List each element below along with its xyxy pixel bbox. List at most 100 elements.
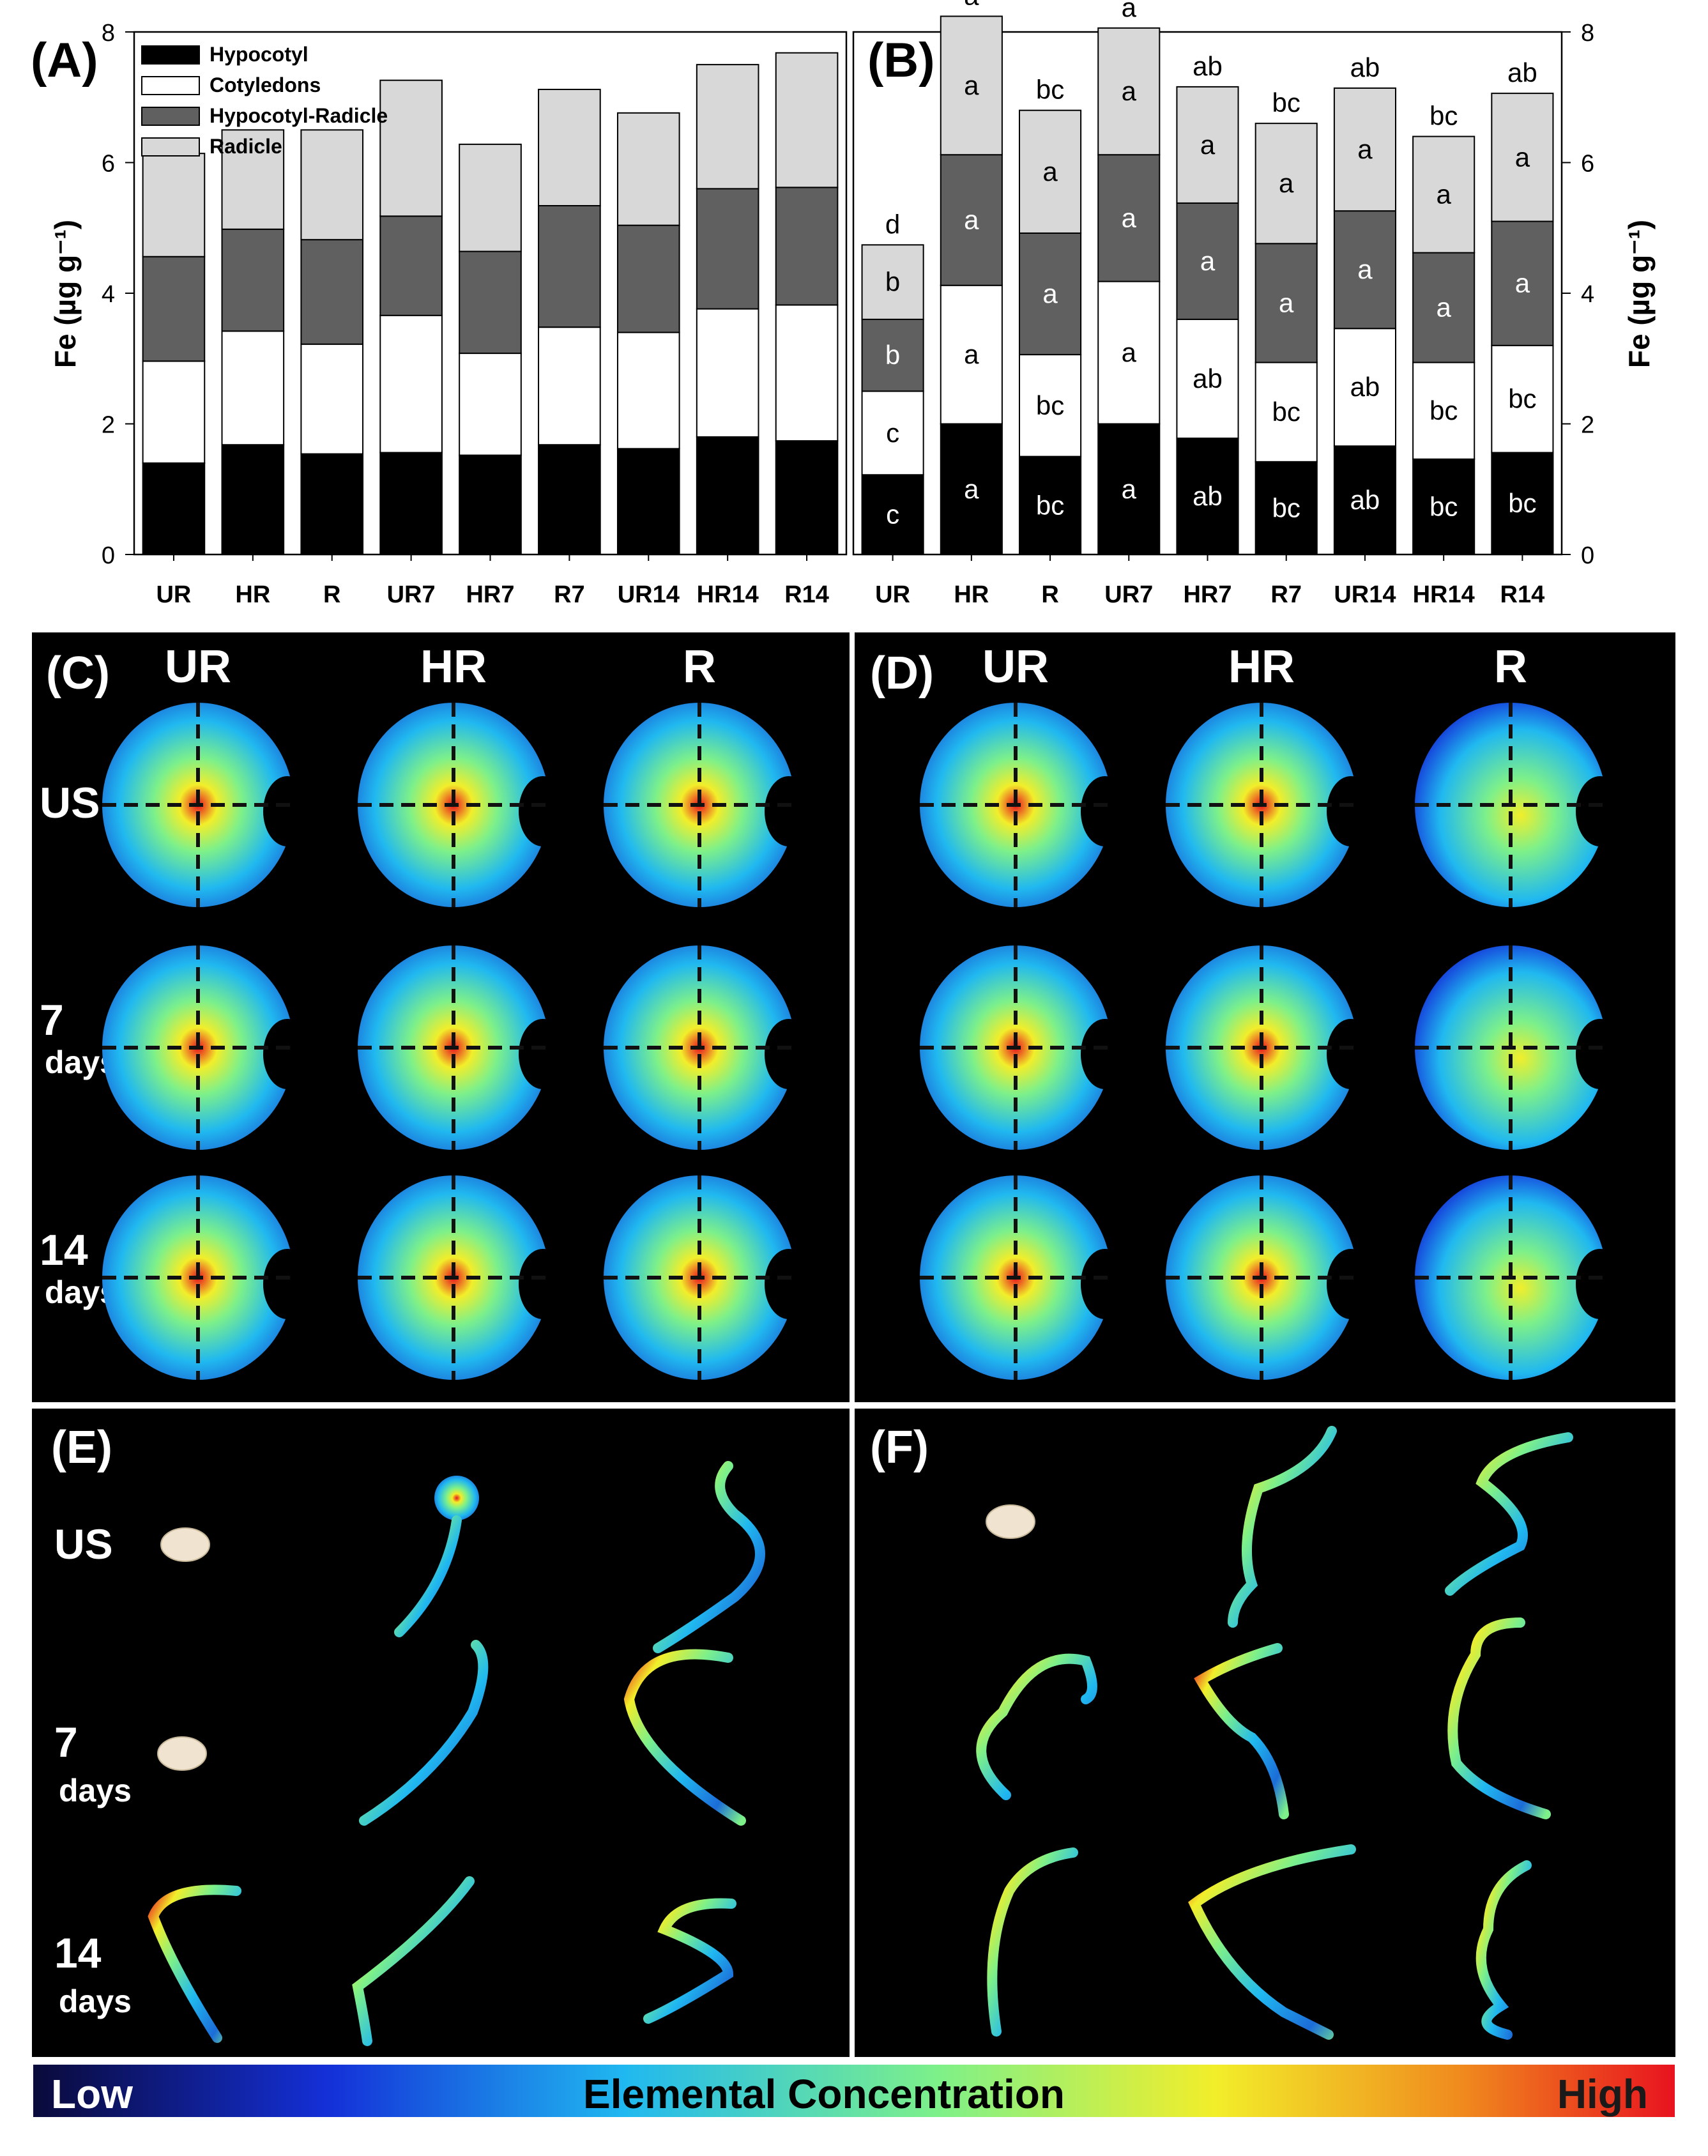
bar-radicle-r7 — [538, 88, 601, 206]
bar-label: a — [1122, 474, 1137, 504]
legend-label: Cotyledons — [210, 73, 321, 96]
bar-label: a — [1200, 246, 1216, 276]
x-tick-label: R7 — [1270, 581, 1302, 608]
bar-cotyledons-hr14 — [696, 308, 759, 438]
bar-hypocotyl-r — [300, 453, 364, 555]
bar-radicle-r14 — [1491, 93, 1554, 222]
root-profile — [394, 1515, 462, 1637]
seed-hilum-notch — [1081, 776, 1129, 846]
root-row-label: days — [59, 1773, 132, 1808]
root-profile — [1188, 1844, 1356, 2040]
bar-label: bc — [1272, 493, 1300, 523]
bar-radicle-hr — [940, 15, 1003, 156]
panel-e-roots: US 7 days 14 days — [54, 1461, 765, 2046]
root-profile — [1447, 1617, 1551, 1819]
bar-hypocotyl-ur7 — [379, 452, 443, 555]
bar-label: ab — [1350, 372, 1380, 402]
significance-label: a — [1122, 0, 1137, 22]
root-profile — [1228, 1426, 1337, 1628]
bar-hypocotyl-r — [1018, 455, 1082, 555]
bar-label: a — [1122, 203, 1137, 233]
bar-hypocotyl-radicle-r — [300, 239, 364, 345]
bar-label: ab — [1350, 485, 1380, 515]
seed-hilum-notch — [519, 776, 567, 846]
bar-radicle-r — [1018, 109, 1082, 234]
bar-hypocotyl-radicle-hr — [221, 228, 285, 332]
map-column-label: UR — [165, 641, 231, 692]
y-tick-label: 4 — [1581, 281, 1594, 308]
bar-cotyledons-r7 — [538, 326, 601, 446]
panel-d-maps: UR HR R — [920, 641, 1624, 1380]
root-profile — [359, 1640, 489, 1826]
bar-label: a — [1200, 130, 1216, 160]
bar-radicle-ur — [142, 153, 206, 257]
y-tick-label: 8 — [1581, 20, 1594, 47]
seed-hilum-notch — [765, 1249, 813, 1319]
bar-label: a — [1122, 337, 1137, 367]
bar-label: a — [964, 70, 979, 100]
x-tick-label: UR — [156, 581, 191, 608]
bar-label: a — [1279, 168, 1294, 198]
x-tick-label: R7 — [554, 581, 585, 608]
bar-label: ab — [1193, 363, 1223, 394]
significance-label: bc — [1036, 75, 1064, 105]
bar-label: b — [885, 267, 900, 297]
bar-radicle-hr — [221, 129, 285, 230]
bar-cotyledons-ur7 — [1097, 280, 1161, 425]
bar-hypocotyl-radicle-hr7 — [1176, 202, 1239, 320]
bar-cotyledons-ur — [142, 360, 206, 464]
seed-hilum-notch — [1576, 1249, 1624, 1319]
bar-hypocotyl-radicle-ur7 — [1097, 154, 1161, 282]
bar-radicle-ur7 — [1097, 27, 1161, 156]
root-row-label: days — [59, 1984, 132, 2019]
legend-swatch — [141, 107, 200, 126]
bar-label: a — [1436, 292, 1451, 322]
bar-hypocotyl-radicle-ur14 — [616, 224, 680, 333]
bar-hypocotyl-radicle-r14 — [1491, 220, 1554, 346]
x-tick-label: R14 — [784, 581, 829, 608]
bar-label: a — [1436, 180, 1451, 210]
y-tick-label: 4 — [102, 281, 115, 308]
bar-hypocotyl-hr14 — [1412, 458, 1475, 556]
significance-label: ab — [1507, 57, 1537, 88]
bar-label: b — [885, 340, 900, 370]
legend-swatch — [141, 76, 200, 95]
map-column-label: HR — [1228, 641, 1295, 692]
bar-cotyledons-hr7 — [1176, 318, 1239, 439]
bar-label: a — [1357, 134, 1373, 164]
bar-label: bc — [1430, 491, 1458, 521]
bar-cotyledons-r14 — [775, 304, 839, 442]
legend-swatch — [141, 45, 200, 65]
x-tick-label: HR7 — [466, 581, 514, 608]
bar-label: a — [1279, 287, 1294, 317]
y-axis-label: Fe (µg g⁻¹) — [49, 220, 82, 368]
bar-label: a — [964, 339, 979, 369]
bar-radicle-r14 — [775, 52, 839, 188]
panel-f-roots — [976, 1426, 1573, 2040]
x-tick-label: HR14 — [697, 581, 759, 608]
root-row-label: US — [54, 1520, 113, 1568]
root-profile — [1475, 1860, 1532, 2040]
seed-image — [986, 1504, 1035, 1539]
bar-hypocotyl-ur14 — [616, 448, 680, 555]
bar-hypocotyl-radicle-hr7 — [459, 250, 522, 355]
y-tick-label: 2 — [1581, 412, 1594, 439]
colorbar-low-label: Low — [51, 2071, 133, 2117]
bar-label: bc — [1036, 390, 1064, 420]
bar-hypocotyl-radicle-hr14 — [696, 188, 759, 310]
x-tick-label: HR — [235, 581, 270, 608]
significance-label: bc — [1430, 101, 1458, 131]
bar-label: a — [964, 474, 979, 504]
bar-cotyledons-ur7 — [379, 314, 443, 454]
seed-hilum-notch — [1081, 1019, 1129, 1089]
bar-label: ab — [1193, 481, 1223, 511]
y-tick-label: 8 — [102, 20, 115, 47]
bar-label: bc — [1036, 490, 1064, 520]
colorbar-high-label: High — [1557, 2071, 1648, 2117]
chart-a: UR HR R UR7 HR7 R7 UR14 HR14 R14 0 2 4 6 8 Fe (µg g⁻¹)… — [49, 20, 848, 608]
seed-image — [157, 1736, 207, 1771]
bar-radicle-ur14 — [1333, 87, 1397, 212]
bar-radicle-hr7 — [1176, 86, 1239, 204]
root-profile — [148, 1885, 241, 2043]
bar-hypocotyl-radicle-ur7 — [379, 215, 443, 316]
